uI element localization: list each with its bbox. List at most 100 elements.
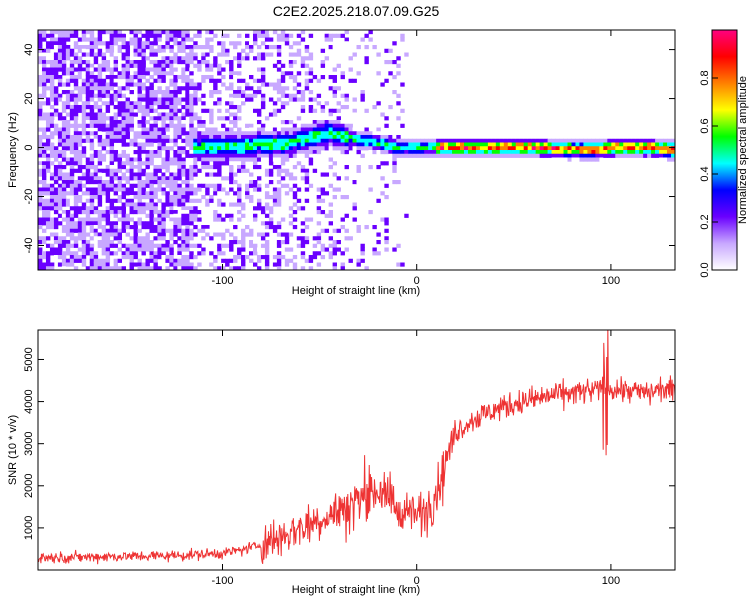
spectrogram-cell [217,41,222,46]
spectrogram-cell [113,60,119,65]
spectrogram-cell [53,45,59,50]
spectrogram-cell [125,180,130,185]
spectrogram-cell [328,255,334,260]
spectrogram-cell [161,78,166,83]
spectrogram-cell [229,60,234,65]
spectrogram-cell [412,142,417,147]
spectrogram-cell [38,206,43,211]
spectrogram-cell [161,206,166,211]
spectrogram-cell [153,243,158,248]
spectrogram-cell [245,153,250,158]
spectrogram-cell [109,101,115,106]
spectrogram-cell [523,153,529,158]
spectrogram-cell [117,236,123,241]
spectrogram-cell [189,37,194,42]
spectrogram-cell [209,172,214,177]
spectrogram-cell [149,138,154,143]
spectrogram-cell [221,135,226,140]
spectrogram-cell [229,187,234,192]
spectrogram-cell [316,78,322,83]
spectrogram-cell [49,195,55,200]
spectrogram-cell [209,30,214,35]
spectrogram-cell [284,41,290,46]
spectrogram-cell [38,101,43,106]
spectrogram-cell [388,135,393,140]
spectrogram-cell [555,150,560,155]
spectrogram-cell [81,30,87,35]
spectrogram-cell [133,228,138,233]
spectrogram-cell [583,150,588,155]
spectrogram-cell [141,153,146,158]
spectrogram-cell [93,217,99,222]
spectrogram-cell [388,60,393,65]
spectrogram-cell [348,78,353,83]
spectrogram-cell [181,240,186,245]
spectrogram-cell [264,45,270,50]
spectrogram-cell [384,48,389,53]
spectrogram-cell [93,255,99,260]
spectrogram-cell [169,97,174,102]
spectrogram-cell [61,135,67,140]
spectrogram-cell [225,157,230,162]
spectrogram-cell [57,142,63,147]
spectrogram-cell [69,60,75,65]
spectrogram-cell [41,63,47,68]
spectrogram-cell [145,33,150,38]
spectrogram-cell [205,187,210,192]
spectrogram-cell [209,131,214,136]
spectrogram-cell [268,138,274,143]
spectrogram-cell [519,142,525,147]
spectrogram-cell [304,142,310,147]
spectrogram-cell [249,41,254,46]
spectrogram-cell [185,52,190,57]
spectrogram-cell [57,240,63,245]
spectrogram-cell [233,56,238,61]
spectrogram-cell [53,52,59,57]
spectrogram-cell [260,30,266,35]
spectrogram-cell [101,63,107,68]
spectrogram-cell [65,258,71,263]
spectrogram-cell [197,82,202,87]
spectrogram-cell [193,41,198,46]
spectrogram-cell [61,251,67,256]
spectrogram-cell [153,187,158,192]
spectrogram-cell [181,206,186,211]
spectrogram-cell [177,168,182,173]
spectrogram-cell [113,82,119,87]
spectrogram-cell [483,138,489,143]
spectrogram-cell [555,142,560,147]
spectrogram-cell [264,183,270,188]
spectrogram-cell [85,176,91,181]
spectrogram-cell [101,262,107,267]
spectrogram-cell [177,202,182,207]
spectrogram-cell [73,187,79,192]
spectrogram-cell [320,63,326,68]
spectrogram-cell [400,123,405,128]
spectrogram-cell [81,105,87,110]
spectrogram-cell [93,138,99,143]
spectrogram-cell [117,180,123,185]
spectrogram-cell [49,90,55,95]
spectrogram-cell [408,146,413,151]
spectrogram-cell [615,146,620,151]
spectrogram-cell [547,153,552,158]
spectrogram-cell [368,210,373,215]
spectrogram-cell [268,45,274,50]
spectrogram-cell [73,180,79,185]
spectrogram-cell [249,127,254,132]
spectrogram-cell [61,82,67,87]
spectrogram-cell [193,243,198,248]
spectrogram-cell [89,195,95,200]
spectrogram-cell [432,138,437,143]
spectrogram-cell [41,198,47,203]
spectrogram-cell [543,150,548,155]
spectrogram-cell [129,165,134,170]
spectrogram-cell [264,82,270,87]
spectrogram-cell [193,198,198,203]
spectrogram-cell [245,187,250,192]
spectrogram-cell [420,146,425,151]
spectrogram-cell [89,206,95,211]
spectrogram-cell [89,180,95,185]
spectrogram-cell [125,247,130,252]
spectrogram-cell [260,221,266,226]
